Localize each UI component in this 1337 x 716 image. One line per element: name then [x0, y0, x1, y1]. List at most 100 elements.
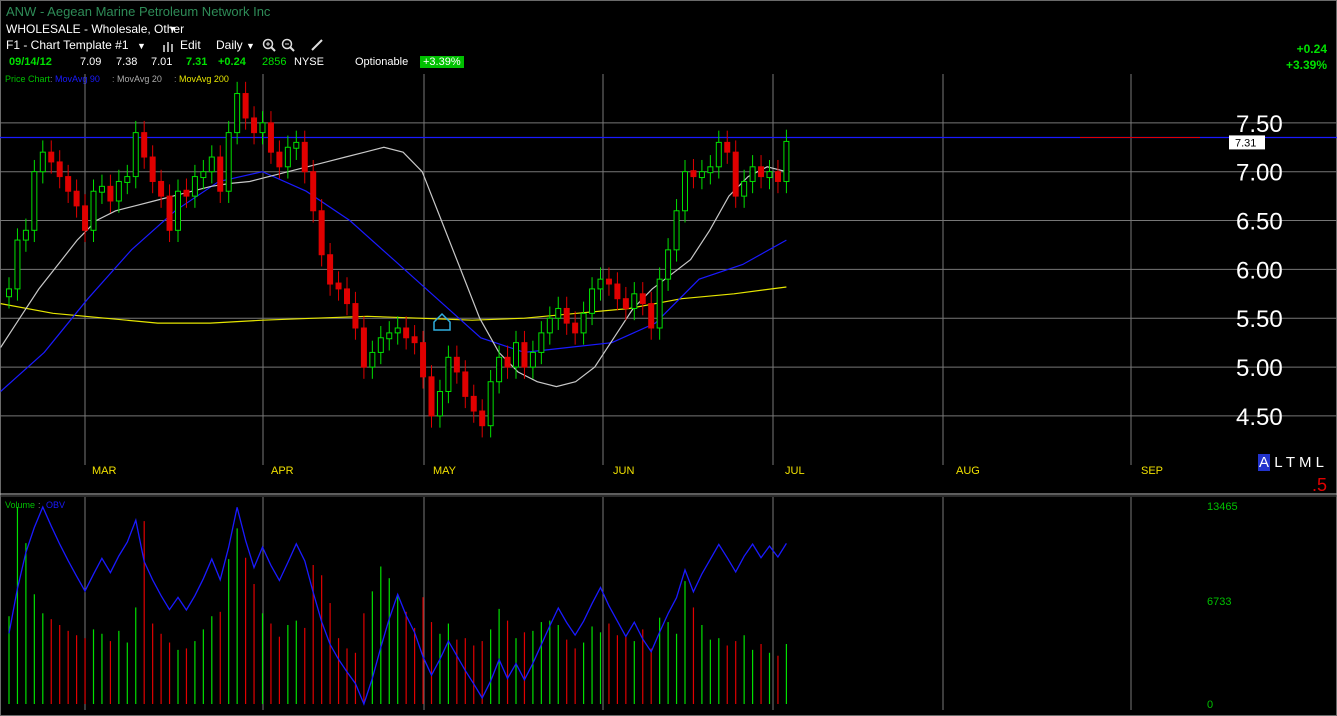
candle-body — [301, 141, 308, 173]
corner-value: .5 — [1312, 475, 1328, 495]
candle-body — [648, 303, 655, 329]
x-tick-label: JUL — [785, 465, 805, 477]
candle-body — [183, 189, 190, 197]
candle-body — [656, 278, 663, 329]
candle-body — [107, 185, 114, 202]
legend-sep-4: : — [38, 500, 41, 510]
candle-body — [411, 336, 418, 344]
pencil-icon[interactable] — [310, 38, 324, 55]
template-dropdown-icon[interactable]: ▼ — [137, 41, 146, 51]
candle-body — [453, 356, 460, 373]
candle-body — [394, 327, 401, 334]
range-button-l2[interactable]: L — [1315, 454, 1324, 471]
legend-sep-2: : — [112, 74, 115, 84]
candle-body — [369, 351, 376, 368]
candle-body — [132, 132, 139, 178]
candle-body — [774, 171, 781, 182]
period-selector[interactable]: Daily — [216, 38, 243, 52]
legend-sep-1: : — [50, 74, 53, 84]
right-percent-change: +3.39% — [1285, 58, 1327, 72]
candle-body — [82, 205, 89, 231]
candle-body — [496, 356, 503, 383]
quote-close: 7.31 — [186, 56, 208, 68]
volume-axis-label: 13465 — [1207, 501, 1238, 513]
candle-body — [386, 332, 393, 340]
candle-body — [403, 327, 410, 339]
quote-high: 7.38 — [116, 56, 138, 68]
candle-body — [327, 254, 334, 285]
candle-body — [462, 371, 469, 397]
right-change: +0.24 — [1296, 42, 1327, 56]
candle-body — [783, 140, 790, 182]
candle-body — [631, 293, 638, 309]
candle-body — [39, 151, 46, 173]
candle-body — [149, 156, 156, 182]
legend-ma90: MovAvg 90 — [55, 74, 100, 84]
candle-body — [529, 351, 536, 368]
y-tick-label: 6.50 — [1236, 209, 1283, 236]
candle-body — [597, 278, 604, 290]
chart-template-selector[interactable]: F1 - Chart Template #1 — [6, 38, 129, 52]
industry-label[interactable]: WHOLESALE - Wholesale, Other — [6, 22, 185, 36]
range-button-a[interactable]: A — [1258, 454, 1271, 471]
candle-body — [166, 195, 173, 231]
zoom-in-icon[interactable] — [262, 38, 276, 55]
candle-body — [217, 156, 224, 192]
legend-ma20: MovAvg 20 — [117, 74, 162, 84]
y-tick-label: 6.00 — [1236, 257, 1283, 284]
candle-body — [420, 342, 427, 378]
percent-change-badge: +3.39% — [420, 56, 464, 68]
candle-body — [208, 156, 215, 173]
quote-open: 7.09 — [80, 56, 102, 68]
candle-body — [242, 93, 249, 119]
candle-body — [732, 151, 739, 197]
quote-exchange: NYSE — [294, 56, 324, 68]
x-tick-label: MAR — [92, 465, 117, 477]
candle-body — [605, 278, 612, 285]
zoom-out-icon[interactable] — [281, 38, 295, 55]
candle-body — [234, 93, 241, 134]
candle-body — [335, 282, 342, 290]
range-button-l[interactable]: L — [1274, 454, 1282, 471]
y-tick-label: 5.50 — [1236, 306, 1283, 333]
y-tick-label: 4.50 — [1236, 404, 1283, 431]
candle-body — [6, 288, 12, 298]
quote-date: 09/14/12 — [9, 56, 52, 68]
dropdown-icon[interactable]: ▼ — [168, 24, 177, 34]
candle-body — [538, 332, 545, 353]
candle-body — [707, 166, 714, 174]
candle-body — [428, 376, 435, 417]
legend-ma200: MovAvg 200 — [179, 74, 229, 84]
y-tick-label: 7.00 — [1236, 160, 1283, 187]
legend-volume: Volume — [5, 500, 36, 510]
candle-body — [479, 410, 486, 427]
period-dropdown-icon[interactable]: ▼ — [246, 41, 255, 51]
candle-body — [555, 307, 562, 319]
candle-body — [445, 356, 452, 392]
candle-body — [267, 122, 274, 153]
candle-body — [141, 132, 148, 158]
quote-change: +0.24 — [218, 56, 246, 68]
obv-line — [8, 505, 787, 706]
candle-body — [124, 176, 131, 183]
candle-body — [377, 337, 384, 353]
candle-body — [563, 307, 570, 324]
candle-body — [715, 141, 722, 168]
candle-body — [56, 161, 63, 178]
candle-body — [580, 312, 587, 334]
candle-body — [504, 356, 511, 368]
candle-body — [521, 342, 528, 368]
candle-body — [65, 176, 72, 192]
candle-body — [90, 190, 97, 231]
candle-body — [14, 239, 21, 290]
candle-body — [293, 141, 300, 149]
candle-body — [352, 303, 359, 329]
range-button-m[interactable]: M — [1298, 454, 1312, 471]
range-button-t[interactable]: T — [1285, 454, 1295, 471]
bar-chart-icon[interactable] — [162, 40, 176, 55]
up-arrow-marker-icon — [433, 312, 451, 331]
candle-body — [175, 190, 181, 231]
quote-volume: 2856 — [262, 56, 287, 68]
edit-button[interactable]: Edit — [180, 38, 201, 52]
